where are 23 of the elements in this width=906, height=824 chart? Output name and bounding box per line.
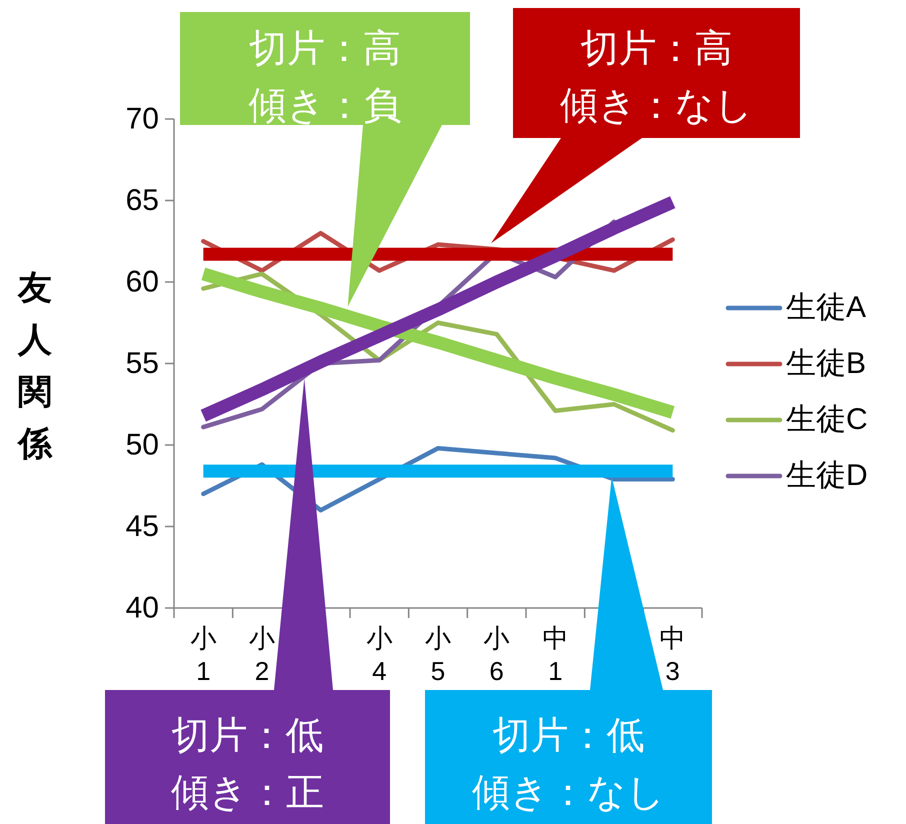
legend-label: 生徒C	[786, 402, 868, 438]
legend-label: 生徒D	[786, 458, 868, 494]
annotation: 切片：低傾き：正	[170, 714, 325, 816]
y-tick-label: 60	[126, 266, 159, 298]
x-tick-label: 小4	[365, 622, 394, 688]
x-tick-label: 中1	[541, 622, 570, 688]
annotation: 切片：低傾き：なし	[471, 714, 666, 816]
legend-label: 生徒A	[786, 290, 866, 326]
x-tick-label: 小5	[424, 622, 452, 688]
y-tick-label: 50	[126, 428, 159, 462]
annotation: 切片：高傾き：負	[248, 27, 402, 129]
y-tick-label: 40	[126, 592, 159, 624]
x-tick-label: 小2	[248, 622, 276, 688]
y-tick-label: 45	[126, 510, 159, 543]
legend-label: 生徒B	[786, 346, 866, 382]
x-tick-label: 中3	[658, 622, 687, 688]
y-tick-label: 65	[126, 184, 159, 217]
x-tick-label: 小6	[482, 622, 511, 688]
ylabel: 友人関係	[16, 268, 54, 465]
y-tick-label: 70	[126, 102, 159, 136]
y-tick-label: 55	[126, 347, 159, 380]
annotation: 切片：高傾き：なし	[559, 27, 754, 129]
x-tick-label: 小1	[189, 622, 218, 688]
